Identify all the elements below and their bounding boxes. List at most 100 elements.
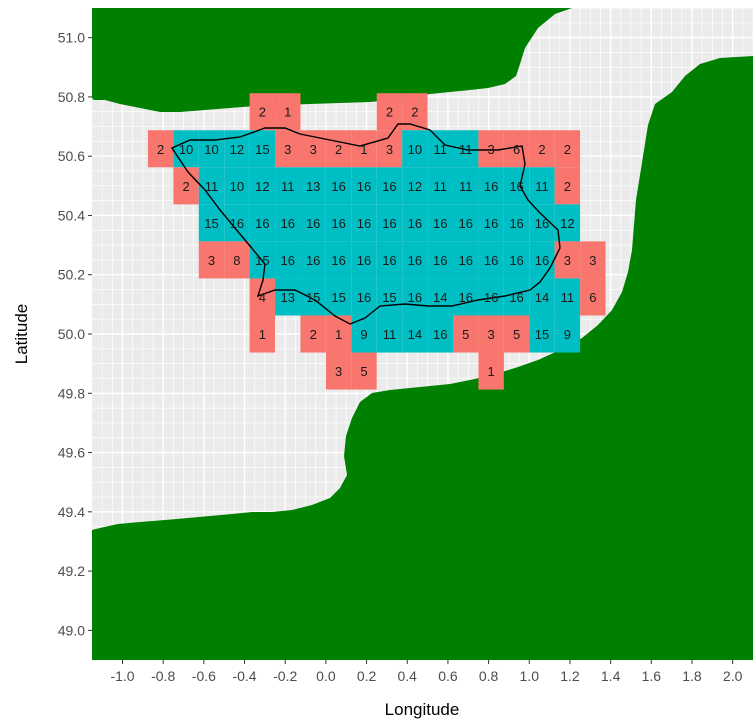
cell-label: 16 (458, 216, 472, 231)
cell-label: 5 (462, 327, 469, 342)
cell-label: 3 (208, 253, 215, 268)
cell-label: 3 (488, 327, 495, 342)
cell-label: 1 (360, 142, 367, 157)
x-tick-label: 2.0 (723, 668, 743, 684)
cell-label: 9 (564, 327, 571, 342)
grid-cell (325, 278, 352, 316)
x-tick-label: -1.0 (110, 668, 134, 684)
cell-label: 15 (306, 290, 320, 305)
cell-label: 15 (204, 216, 218, 231)
cell-label: 16 (433, 253, 447, 268)
grid-cell (224, 204, 250, 242)
cell-label: 5 (360, 364, 367, 379)
grid-cell (580, 278, 606, 316)
cell-label: 10 (408, 142, 422, 157)
grid-cell (300, 204, 326, 242)
cell-label: 2 (310, 327, 317, 342)
grid-cell (376, 204, 403, 242)
cell-label: 3 (589, 253, 596, 268)
cell-label: 3 (310, 142, 317, 157)
grid-cell (453, 167, 479, 205)
grid-cell (376, 315, 403, 353)
cell-label: 16 (509, 216, 523, 231)
cell-label: 16 (535, 253, 549, 268)
grid-cell (198, 130, 225, 168)
cell-label: 16 (408, 253, 422, 268)
grid-cell (325, 204, 352, 242)
cell-label: 16 (408, 216, 422, 231)
cell-labels: 2 1 2 22 10 10 12 15 3 3 2 1 3 10 11 11 3 6 2 22 11 10 12 11 13 1… (157, 105, 596, 379)
grid-cell (503, 204, 530, 242)
grid-cell (249, 315, 276, 353)
x-tick-label: 1.0 (520, 668, 540, 684)
x-tick-label: -0.4 (232, 668, 256, 684)
grid-cell (580, 241, 606, 279)
cell-label: 16 (382, 179, 396, 194)
cell-label: 10 (204, 142, 218, 157)
grid-cell (478, 352, 504, 390)
cell-label: 11 (459, 179, 473, 194)
cell-label: 4 (259, 290, 266, 305)
cell-label: 15 (382, 290, 396, 305)
grid-cell (249, 130, 276, 168)
cell-label: 10 (230, 179, 244, 194)
cell-label: 2 (335, 142, 342, 157)
cell-label: 2 (564, 142, 571, 157)
grid-cell (224, 130, 250, 168)
cell-label: 5 (513, 327, 520, 342)
cell-label: 16 (306, 216, 320, 231)
grid-cell (402, 167, 428, 205)
grid-cell (351, 278, 377, 316)
cell-label: 2 (564, 179, 571, 194)
cell-label: 13 (281, 290, 295, 305)
grid-cell (554, 241, 581, 279)
cell-label: 16 (433, 327, 447, 342)
x-tick-label: 1.4 (601, 668, 621, 684)
cell-label: 16 (484, 179, 498, 194)
cell-label: 14 (535, 290, 549, 305)
grid-cell (224, 241, 250, 279)
cell-label: 2 (182, 179, 189, 194)
cell-label: 16 (357, 290, 371, 305)
cell-label: 16 (331, 253, 345, 268)
y-axis-title: Latitude (12, 304, 31, 365)
cell-label: 11 (434, 179, 448, 194)
grid-cell (325, 130, 352, 168)
grid-cell (529, 315, 555, 353)
grid-cell (351, 204, 377, 242)
grid-cell (427, 130, 454, 168)
land-isle-of-wight (92, 86, 110, 100)
cell-label: 14 (408, 327, 422, 342)
grid-cell (402, 241, 428, 279)
cell-label: 16 (357, 253, 371, 268)
cell-label: 15 (255, 253, 269, 268)
grid-cell (376, 241, 403, 279)
grid-cell (503, 315, 530, 353)
cell-label: 15 (535, 327, 549, 342)
grid-cell (275, 93, 301, 131)
cell-label: 16 (281, 253, 295, 268)
grid-cell (427, 315, 454, 353)
cell-label: 12 (408, 179, 422, 194)
grid-cell (300, 241, 326, 279)
x-tick-label: 1.2 (560, 668, 580, 684)
cell-label: 16 (255, 216, 269, 231)
grid-cell (478, 204, 504, 242)
cell-label: 3 (284, 142, 291, 157)
cell-label: 2 (157, 142, 164, 157)
grid-cell (529, 278, 555, 316)
grid-cell (402, 204, 428, 242)
cell-label: 1 (259, 327, 266, 342)
grid-cells (147, 93, 606, 390)
y-tick-label: 50.0 (58, 326, 85, 342)
cell-label: 3 (386, 142, 393, 157)
cell-label: 16 (509, 253, 523, 268)
grid-cell (503, 278, 530, 316)
grid-cell (173, 130, 199, 168)
grid-cell (478, 167, 504, 205)
x-tick-label: -0.8 (151, 668, 175, 684)
grid-cell (249, 93, 276, 131)
grid-cell (453, 130, 479, 168)
grid-cell (275, 204, 301, 242)
grid-cell (198, 241, 225, 279)
